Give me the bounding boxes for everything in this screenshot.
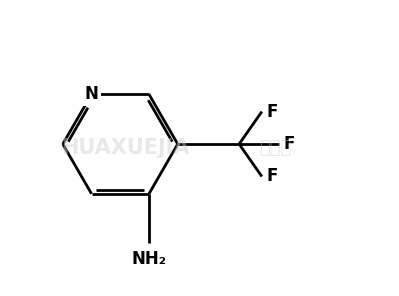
Text: N: N — [85, 85, 99, 103]
Text: 化学加: 化学加 — [259, 139, 291, 157]
Text: NH₂: NH₂ — [132, 250, 166, 268]
Text: F: F — [284, 135, 295, 153]
Text: F: F — [267, 168, 278, 186]
Text: HUAXUEJIA: HUAXUEJIA — [61, 138, 189, 158]
Text: F: F — [267, 103, 278, 120]
